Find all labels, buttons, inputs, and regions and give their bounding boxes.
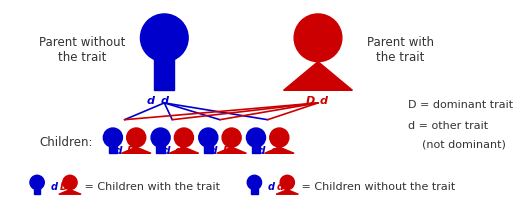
Text: = Children without the trait: = Children without the trait [298, 182, 456, 192]
Polygon shape [59, 190, 81, 194]
Ellipse shape [63, 175, 77, 190]
Ellipse shape [174, 128, 193, 147]
Text: d: d [258, 146, 265, 156]
Bar [34, 185, 40, 194]
Ellipse shape [222, 128, 241, 147]
Text: Parent with
the trait: Parent with the trait [367, 36, 434, 64]
Bar [204, 141, 213, 153]
Bar [156, 141, 165, 153]
Polygon shape [276, 190, 298, 194]
Text: Children:: Children: [39, 136, 93, 149]
Text: D: D [59, 182, 67, 192]
Ellipse shape [280, 175, 295, 190]
Text: d: d [268, 182, 275, 192]
Polygon shape [284, 62, 352, 90]
Polygon shape [169, 147, 199, 153]
Text: = Children with the trait: = Children with the trait [81, 182, 220, 192]
Bar [109, 141, 117, 153]
Polygon shape [264, 147, 294, 153]
Text: d: d [277, 182, 284, 192]
Ellipse shape [246, 128, 266, 147]
Text: (not dominant): (not dominant) [408, 140, 506, 150]
Ellipse shape [270, 128, 289, 147]
Ellipse shape [103, 128, 122, 147]
Bar [251, 185, 258, 194]
Text: D: D [223, 146, 231, 156]
Text: d: d [319, 96, 328, 106]
Text: d: d [50, 182, 57, 192]
Polygon shape [121, 147, 151, 153]
Text: d: d [114, 146, 122, 156]
Text: Parent without
the trait: Parent without the trait [39, 36, 125, 64]
Text: d: d [210, 146, 217, 156]
Bar [252, 141, 260, 153]
Text: d: d [270, 146, 278, 156]
Text: d: d [160, 96, 169, 106]
Text: d = other trait: d = other trait [408, 121, 488, 131]
Text: D: D [127, 146, 136, 156]
Text: d: d [175, 146, 182, 156]
Ellipse shape [140, 14, 188, 62]
Polygon shape [217, 147, 246, 153]
Ellipse shape [247, 175, 261, 190]
Ellipse shape [127, 128, 146, 147]
Text: D = dominant trait: D = dominant trait [408, 100, 513, 110]
Text: d: d [147, 96, 155, 106]
Ellipse shape [294, 14, 342, 62]
Ellipse shape [30, 175, 45, 190]
Text: D: D [305, 96, 315, 106]
Ellipse shape [199, 128, 218, 147]
Text: d: d [162, 146, 170, 156]
Bar [154, 57, 174, 90]
Ellipse shape [151, 128, 170, 147]
